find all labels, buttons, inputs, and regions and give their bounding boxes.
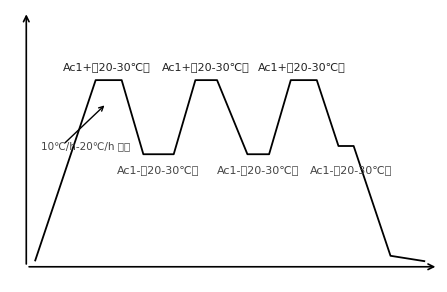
- Text: Ac1-（20-30℃）: Ac1-（20-30℃）: [118, 165, 200, 175]
- Text: Ac1-（20-30℃）: Ac1-（20-30℃）: [310, 165, 392, 175]
- Text: Ac1+（20-30℃）: Ac1+（20-30℃）: [63, 62, 150, 72]
- Text: Ac1+（20-30℃）: Ac1+（20-30℃）: [258, 62, 346, 72]
- Text: 10℃/h-20℃/h 冷却: 10℃/h-20℃/h 冷却: [42, 141, 131, 151]
- Text: Ac1-（20-30℃）: Ac1-（20-30℃）: [217, 165, 299, 175]
- Text: Ac1+（20-30℃）: Ac1+（20-30℃）: [162, 62, 250, 72]
